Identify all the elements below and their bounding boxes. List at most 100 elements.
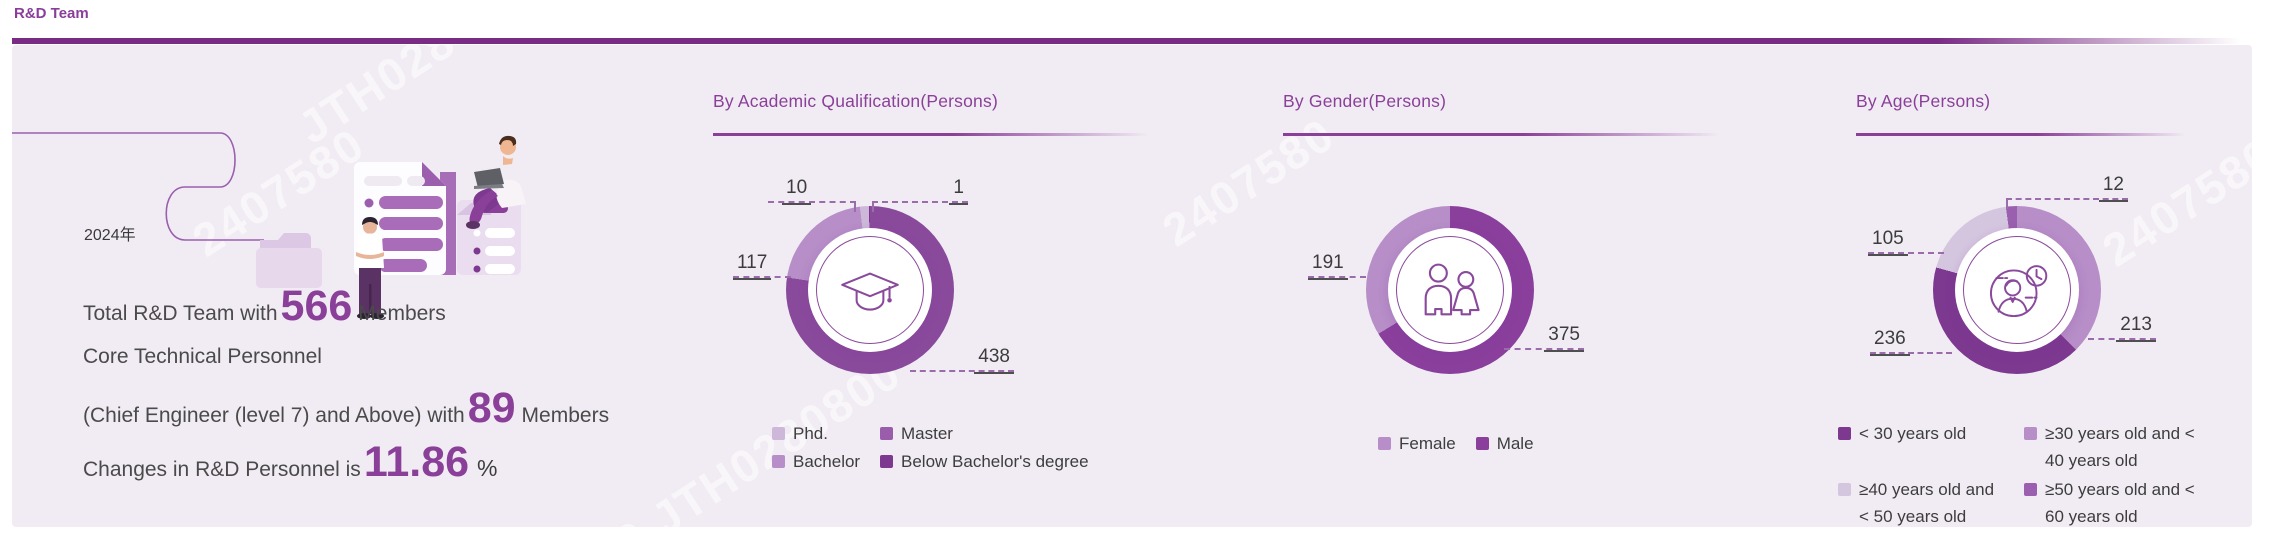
leader-tick [854,203,856,212]
chart-rule [1283,133,1720,136]
leader-line [2088,338,2156,340]
callout-female: 191 [1308,248,1366,280]
stat-suffix: Members [358,302,446,325]
leader-line [872,201,968,203]
legend-item-male[interactable]: Male [1475,430,1534,457]
legend-swatch [1378,437,1391,450]
legend-swatch [1838,483,1851,496]
callout-value: 1 [949,177,968,205]
leader-line [1868,252,1944,254]
stat-total-members: Total R&D Team with 566 Members [83,285,446,328]
watermark: 2407580 [1153,107,1344,257]
watermark: 2407580 [2093,127,2252,277]
leader-line [1504,348,1584,350]
legend-label: Bachelor [793,452,861,471]
legend-swatch [1475,437,1489,450]
legend-item-phd[interactable]: Phd. [772,420,880,447]
stat-prefix: (Chief Engineer (level 7) and Above) wit… [83,404,465,427]
callout-value: 213 [2116,314,2156,342]
callout-phd: 10 [768,173,856,212]
chief-engineer-value: 89 [467,384,516,432]
chart-title-academic: By Academic Qualification(Persons) [713,91,998,111]
stat-prefix: Changes in R&D Personnel is [83,458,361,481]
callout-age-under30: 236 [1870,324,1952,356]
legend-label: ≥40 years old and < 50 years old [1859,480,1995,526]
callout-below-bachelor: 1 [872,173,968,212]
legend-swatch [772,427,785,440]
leader-line [2006,198,2128,200]
percent-sign: % [477,455,498,481]
legend-gender: Female Male [1378,430,1534,457]
personnel-change-value: 11.86 [363,438,470,486]
legend-label: < 30 years old [1859,424,1967,443]
leader-line [910,370,1014,372]
callout-value: 10 [782,177,812,205]
flow-line-decoration [12,132,264,241]
legend-label: ≥30 years old and < 40 years old [2045,424,2195,470]
leader-line [768,201,856,203]
legend-item-female[interactable]: Female [1378,430,1456,457]
callout-value: 438 [974,346,1014,374]
legend-label: Below Bachelor's degree [901,452,1089,471]
callout-value: 191 [1308,252,1348,280]
legend-item-below-bachelor[interactable]: Below Bachelor's degree [880,448,1089,475]
page-title: R&D Team [14,5,89,22]
legend-label: Male [1496,434,1534,453]
legend-label: Phd. [793,424,828,443]
legend-item-under30[interactable]: < 30 years old [1838,420,2024,474]
callout-value: 117 [733,252,772,280]
graduation-cap-icon [841,272,899,311]
callout-value: 375 [1544,324,1584,352]
title-rule [12,38,2252,44]
callout-bachelor: 117 [733,248,791,280]
leader-line [1308,276,1366,278]
chart-rule [713,133,1150,136]
legend-label: ≥50 years old and < 60 years old [2045,480,2195,526]
legend-swatch [2024,483,2037,496]
stat-suffix: Members [521,404,610,427]
chart-title-age: By Age(Persons) [1856,91,1991,111]
legend-academic: Phd. Master Bachelor Below Bachelor's de… [772,420,1089,475]
donut-age[interactable] [1933,206,2101,374]
stat-personnel-change: Changes in R&D Personnel is 11.86 % [83,441,498,484]
legend-swatch [880,427,893,440]
stat-text: Core Technical Personnel [83,345,322,368]
legend-label: Female [1399,434,1456,453]
donut-center [1388,228,1512,352]
donut-academic[interactable] [786,206,954,374]
callout-male: 375 [1504,320,1584,352]
legend-swatch [1838,427,1851,440]
callout-value: 12 [2098,174,2128,202]
donut-center [1955,228,2079,352]
chart-rule [1856,133,2186,136]
legend-swatch [880,455,893,468]
callout-age50-60: 12 [2006,170,2128,209]
person-clock-icon [1989,265,2048,318]
legend-label: Master [901,424,953,443]
leader-line [733,276,791,278]
legend-item-30-40[interactable]: ≥30 years old and < 40 years old [2024,420,2220,474]
legend-item-master[interactable]: Master [880,420,1089,447]
callout-age40-50: 105 [1868,224,1944,256]
leader-tick [872,203,874,212]
legend-item-bachelor[interactable]: Bachelor [772,448,880,475]
donut-gender[interactable] [1366,206,1534,374]
legend-item-50-60[interactable]: ≥50 years old and < 60 years old [2024,476,2220,527]
callout-value: 105 [1868,228,1908,256]
team-illustration [256,135,526,319]
stat-chief-engineers: (Chief Engineer (level 7) and Above) wit… [83,387,609,430]
legend-swatch [2024,427,2037,440]
chart-title-gender: By Gender(Persons) [1283,91,1447,111]
callout-age30-40: 213 [2088,310,2156,342]
leader-tick [2006,200,2008,209]
year-label: 2024年 [84,227,136,244]
stat-core-personnel-title: Core Technical Personnel [83,345,322,369]
callout-value: 236 [1870,328,1910,356]
legend-item-40-50[interactable]: ≥40 years old and < 50 years old [1838,476,2024,527]
content-card: JTH0280800 2407580 2407580 JTH0280800 24… [12,45,2252,527]
leader-line [1870,352,1952,354]
donut-center [808,228,932,352]
legend-age: < 30 years old ≥30 years old and < 40 ye… [1838,420,2220,527]
stat-prefix: Total R&D Team with [83,302,278,325]
